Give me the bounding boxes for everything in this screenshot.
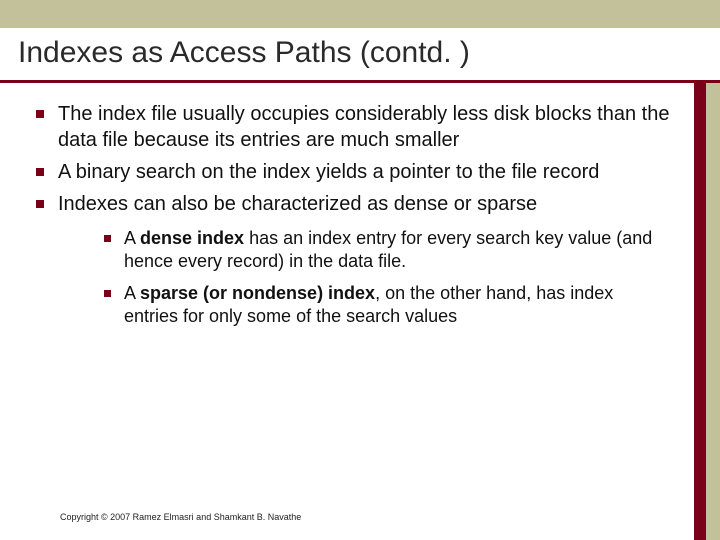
copyright-text: Copyright © 2007 Ramez Elmasri and Shamk… (60, 512, 301, 522)
right-gold-stripe (706, 83, 720, 540)
body-area: The index file usually occupies consider… (0, 83, 720, 540)
bullet-list: The index file usually occupies consider… (8, 101, 670, 329)
list-item: A sparse (or nondense) index, on the oth… (104, 282, 670, 329)
content-region: The index file usually occupies consider… (0, 83, 694, 540)
list-item: A dense index has an index entry for eve… (104, 227, 670, 274)
right-accent-stripe (694, 83, 706, 540)
top-decorative-band (0, 0, 720, 28)
list-item: The index file usually occupies consider… (36, 101, 670, 153)
title-area: Indexes as Access Paths (contd. ) (0, 28, 720, 80)
bullet-text: A sparse (or nondense) index, on the oth… (124, 283, 613, 326)
bullet-text: Indexes can also be characterized as den… (58, 193, 537, 215)
bullet-text: The index file usually occupies consider… (58, 103, 669, 151)
list-item: A binary search on the index yields a po… (36, 159, 670, 185)
bullet-text: A dense index has an index entry for eve… (124, 228, 652, 271)
slide-title: Indexes as Access Paths (contd. ) (18, 36, 702, 70)
bullet-text: A binary search on the index yields a po… (58, 161, 599, 183)
list-item: Indexes can also be characterized as den… (36, 191, 670, 329)
sub-bullet-list: A dense index has an index entry for eve… (58, 227, 670, 329)
